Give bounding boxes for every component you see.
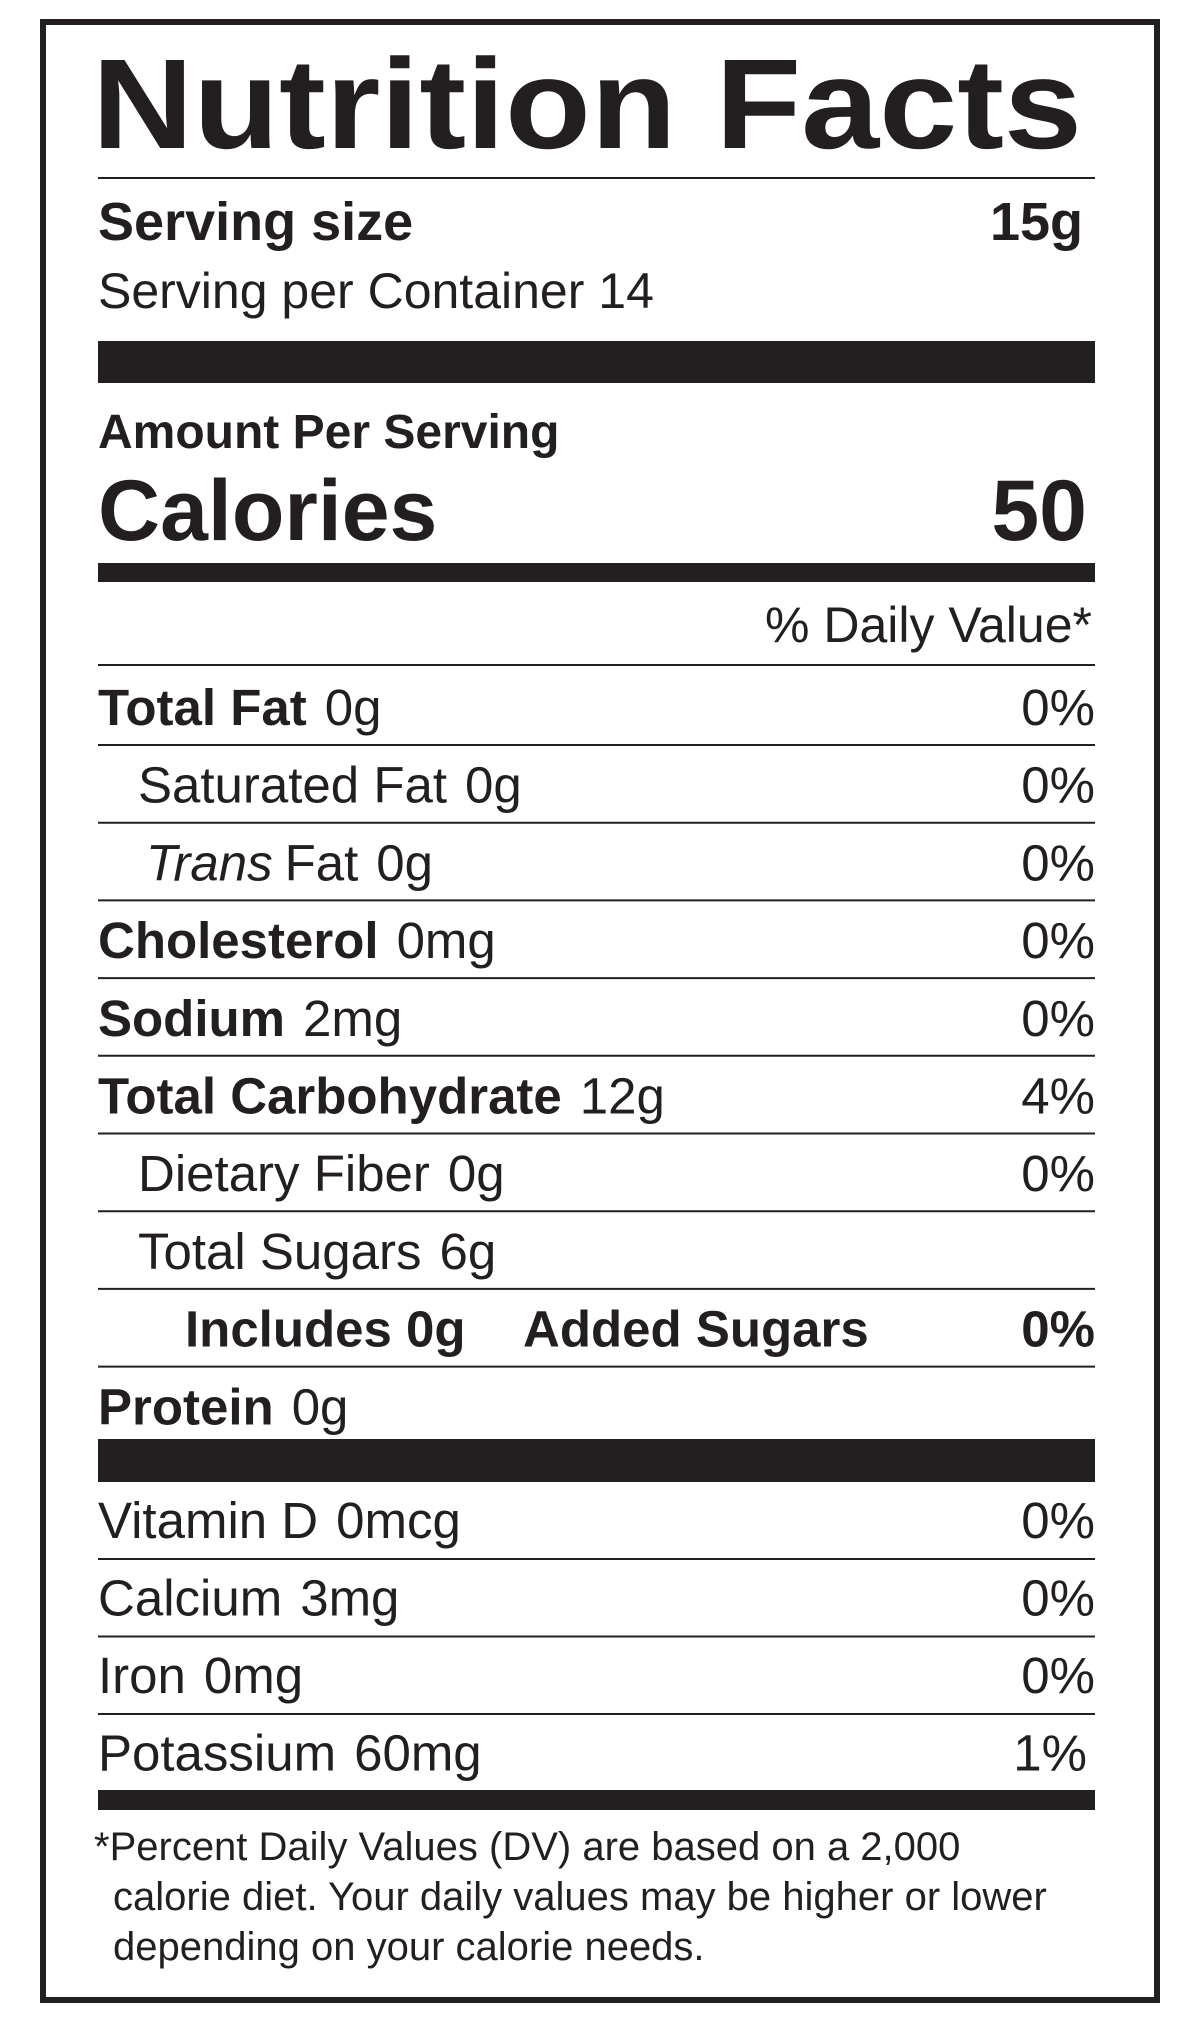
nutrient-name: Protein xyxy=(98,1378,274,1435)
nutrient-name: Fat xyxy=(285,834,359,891)
nutrient-name: Total Fat xyxy=(98,679,307,736)
servings-per-container: Serving per Container 14 xyxy=(98,263,654,319)
footnote-line: depending on your calorie needs. xyxy=(113,1925,705,1969)
nutrient-dv: 0% xyxy=(1021,757,1095,814)
vitamin-dv: 0% xyxy=(1021,1570,1095,1627)
vitamin-amount: 60mg xyxy=(354,1725,482,1782)
vitamin-amount: 3mg xyxy=(300,1570,399,1627)
vitamin-dv: 1% xyxy=(1013,1725,1087,1782)
nutrient-dv: 0% xyxy=(1021,990,1095,1047)
nutrient-row: Dietary Fiber 0g xyxy=(138,1145,505,1202)
vitamin-row: Iron 0mg xyxy=(98,1647,303,1704)
vitamin-name: Potassium xyxy=(98,1725,336,1782)
nutrient-dv: 0% xyxy=(1021,834,1095,891)
vitamin-name: Calcium xyxy=(98,1570,282,1627)
nutrient-row: Saturated Fat 0g xyxy=(138,757,522,814)
serving-size: 15g xyxy=(990,192,1083,252)
nutrient-row: Total Sugars 6g xyxy=(138,1223,496,1280)
thick-bar xyxy=(98,341,1095,383)
vitamin-row: Vitamin D 0mcg xyxy=(98,1492,461,1549)
nutrient-dv: 0% xyxy=(1021,679,1095,736)
nutrient-amount: 0g xyxy=(448,1145,505,1202)
nutrient-name: Total Carbohydrate xyxy=(98,1068,562,1125)
nutrient-name: Includes 0g xyxy=(185,1301,466,1358)
nutrient-name-italic: Trans xyxy=(146,834,273,891)
vitamin-name: Iron xyxy=(98,1647,186,1704)
thick-bar xyxy=(98,1439,1095,1482)
nutrient-row: Includes 0g xyxy=(185,1301,466,1358)
nutrient-name: Sodium xyxy=(98,990,285,1047)
nutrient-amount: 0g xyxy=(292,1378,349,1435)
vitamin-dv: 0% xyxy=(1021,1647,1095,1704)
nutrient-dv: 4% xyxy=(1021,1068,1095,1125)
serving-size-label: Serving size xyxy=(98,192,413,252)
footnote-line: *Percent Daily Values (DV) are based on … xyxy=(94,1825,960,1869)
nutrient-name: Dietary Fiber xyxy=(138,1145,430,1202)
nutrient-amount: 0g xyxy=(465,757,522,814)
nutrient-amount: 0mg xyxy=(397,912,496,969)
nutrient-amount: 12g xyxy=(580,1068,665,1125)
rows: Total Fat 0g 0% Saturated Fat 0g 0% Trans Fat 0g… xyxy=(94,679,1095,1969)
nutrient-row: Trans Fat 0g xyxy=(146,834,433,891)
nutrient-row: Sodium 2mg xyxy=(98,990,402,1047)
nutrient-dv: 0% xyxy=(1021,912,1095,969)
calories-value: 50 xyxy=(991,463,1087,559)
thick-bar xyxy=(98,1790,1095,1810)
border xyxy=(40,19,1160,2003)
nutrient-amount: 6g xyxy=(440,1223,497,1280)
vitamin-amount: 0mcg xyxy=(336,1492,461,1549)
footnote-line: calorie diet. Your daily values may be h… xyxy=(113,1875,1047,1919)
vitamin-dv: 0% xyxy=(1021,1492,1095,1549)
nutrient-row: Protein 0g xyxy=(98,1378,348,1435)
nutrient-name: Saturated Fat xyxy=(138,757,447,814)
calories-label: Calories xyxy=(98,463,437,559)
vitamin-row: Calcium 3mg xyxy=(98,1570,399,1627)
nutrient-row: Total Fat 0g xyxy=(98,679,381,736)
title: Nutrition Facts xyxy=(92,33,1082,176)
nutrient-name: Cholesterol xyxy=(98,912,379,969)
nutrient-amount: 0g xyxy=(325,679,382,736)
vitamin-amount: 0mg xyxy=(204,1647,303,1704)
nutrient-name-suffix: Added Sugars xyxy=(523,1301,869,1358)
nutrient-amount: 0g xyxy=(376,834,433,891)
vitamin-name: Vitamin D xyxy=(98,1492,318,1549)
nutrient-dv: 0% xyxy=(1021,1145,1095,1202)
nutrient-row: Total Carbohydrate 12g xyxy=(98,1068,665,1125)
nutrient-row: Cholesterol 0mg xyxy=(98,912,496,969)
nutrient-name: Total Sugars xyxy=(138,1223,422,1280)
daily-value-header: % Daily Value* xyxy=(765,597,1092,653)
amount-per-serving: Amount Per Serving xyxy=(98,406,559,459)
nutrient-amount: 2mg xyxy=(303,990,402,1047)
nutrient-dv: 0% xyxy=(1021,1301,1095,1358)
thick-bar xyxy=(98,563,1095,582)
vitamin-row: Potassium 60mg xyxy=(98,1725,482,1782)
